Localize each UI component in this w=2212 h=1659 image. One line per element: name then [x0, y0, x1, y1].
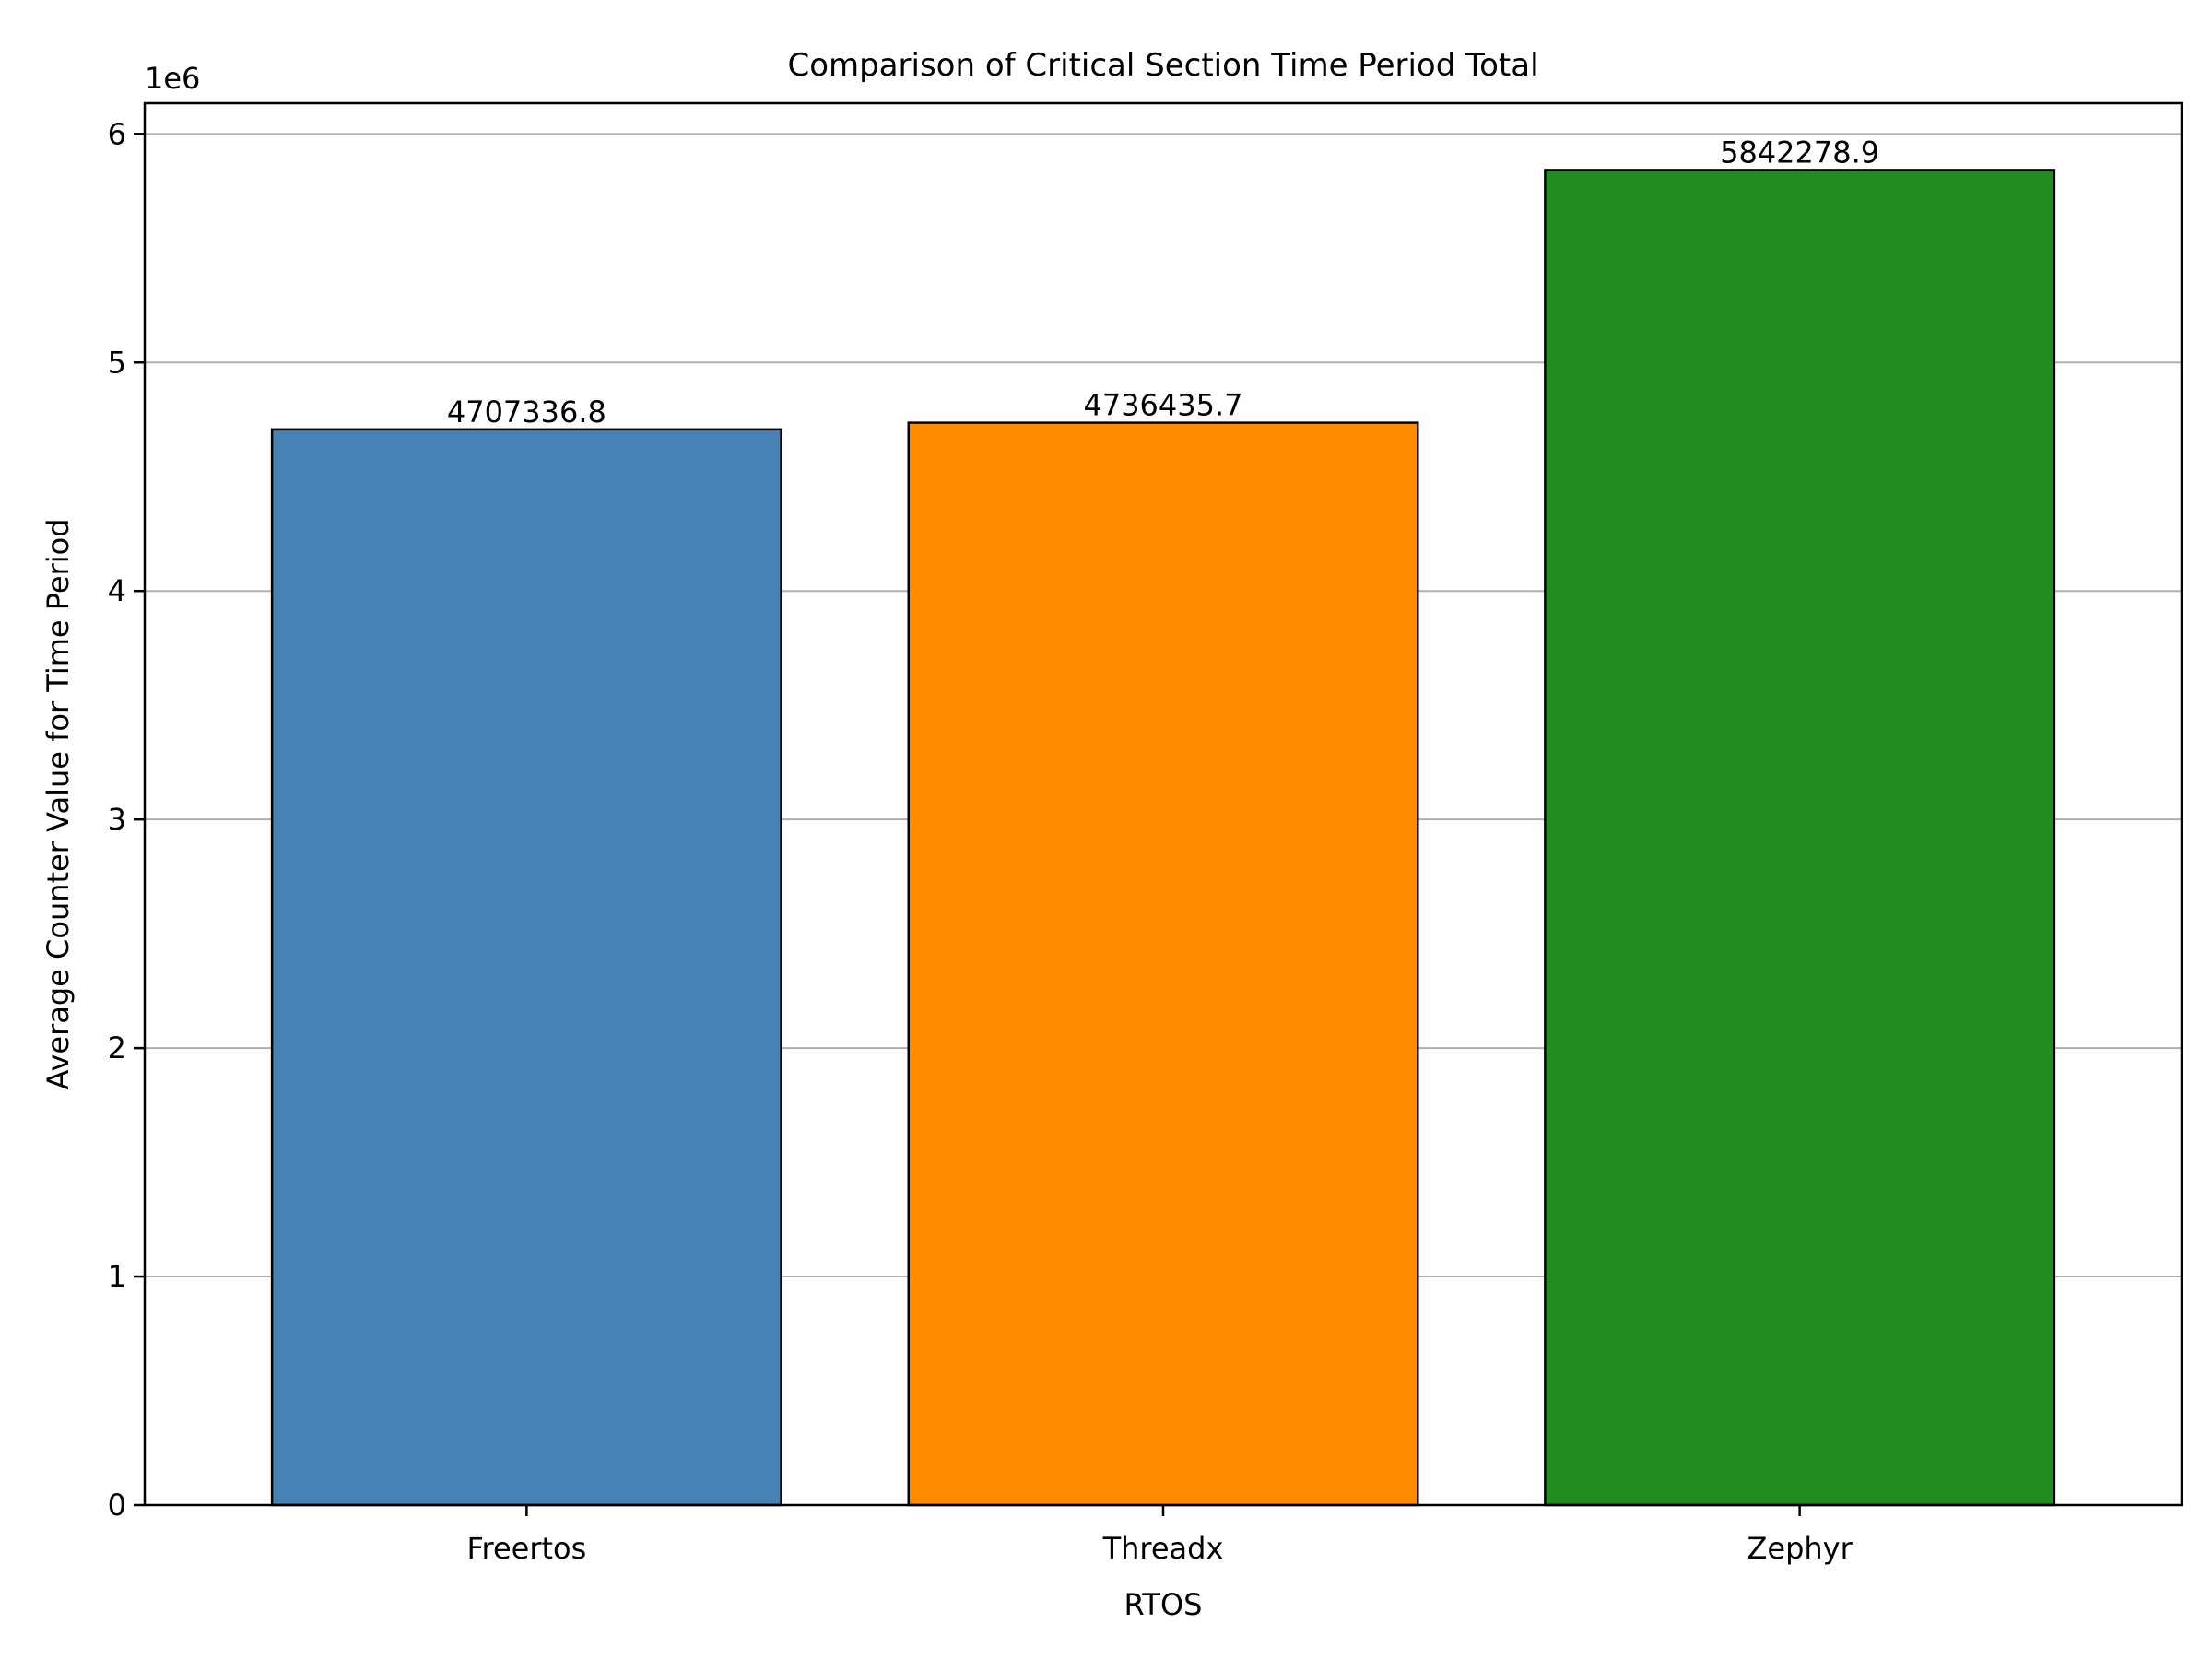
y-tick-label: 6 — [108, 116, 126, 151]
bar-threadx — [907, 421, 1419, 1507]
bar-freertos — [270, 428, 782, 1507]
x-tick-label: Threadx — [1102, 1531, 1224, 1566]
x-axis-label: RTOS — [1124, 1587, 1203, 1622]
axes — [134, 101, 2183, 1516]
bar-zephyr — [1544, 169, 2056, 1507]
x-tick-label: Freertos — [466, 1531, 586, 1566]
chart-title: Comparison of Critical Section Time Peri… — [787, 47, 1538, 84]
y-axis-offset-label: 1e6 — [145, 61, 200, 96]
y-axis-label: Average Counter Value for Time Period — [41, 518, 76, 1089]
y-tick-label: 3 — [108, 802, 126, 837]
data-label: 4736435.7 — [1083, 388, 1242, 423]
y-tick-label: 2 — [108, 1030, 126, 1065]
y-tick-label: 0 — [108, 1488, 126, 1523]
labels: 4707336.8 4736435.7 5842278.9 0 1 2 3 4 5 6 Freert… — [108, 116, 1880, 1566]
y-tick-label: 4 — [108, 573, 126, 608]
bars — [270, 169, 2056, 1507]
y-tick-label: 1 — [108, 1259, 126, 1294]
data-label: 5842278.9 — [1720, 135, 1879, 170]
data-label: 4707336.8 — [447, 394, 606, 429]
x-tick-label: Zephyr — [1747, 1531, 1853, 1566]
y-tick-label: 5 — [108, 345, 126, 380]
